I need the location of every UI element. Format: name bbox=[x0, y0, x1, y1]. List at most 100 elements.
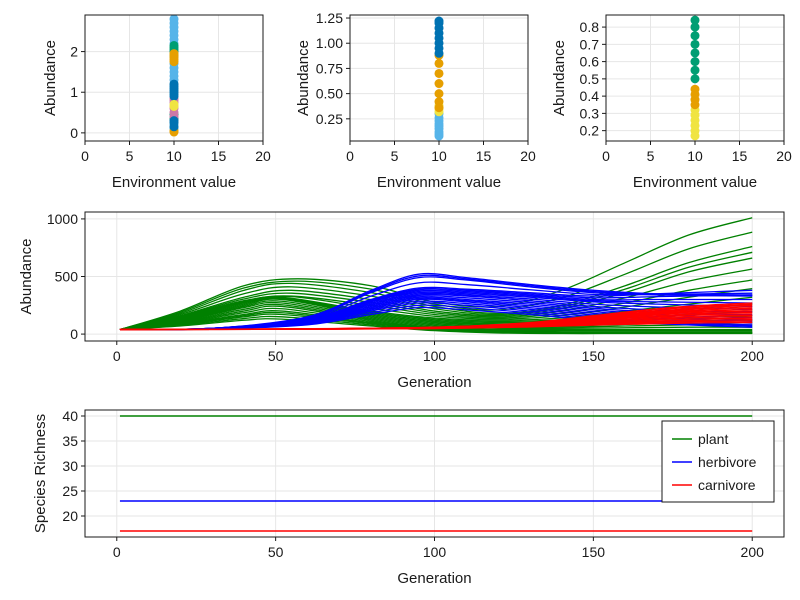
x-tick-label: 20 bbox=[520, 148, 536, 164]
scatter-point bbox=[434, 68, 444, 78]
x-tick-label: 0 bbox=[81, 148, 89, 164]
scatter-point bbox=[434, 79, 444, 89]
legend-label-carnivore: carnivore bbox=[698, 477, 756, 493]
scatter-point bbox=[169, 40, 179, 50]
scatter2-y-axis-label: Abundance bbox=[295, 40, 312, 116]
scatter-point bbox=[690, 48, 700, 58]
y-tick-label: 0.25 bbox=[316, 111, 343, 127]
scatter3-panel: 0 5 10 15 20 0.2 0.30.40.50.6 0.70.8 Environment… bbox=[551, 14, 792, 191]
scatter1-panel: 0 5 10 15 20 0 1 2 Environment value Abundance bbox=[42, 14, 271, 191]
x-tick-label: 15 bbox=[476, 148, 492, 164]
x-tick-label: 0 bbox=[346, 148, 354, 164]
y-tick-label: 0 bbox=[70, 326, 78, 342]
x-tick-label: 100 bbox=[423, 544, 447, 560]
scatter-point bbox=[690, 31, 700, 41]
scatter3-y-axis-label: Abundance bbox=[551, 40, 568, 116]
x-tick-label: 10 bbox=[166, 148, 182, 164]
plant-abundance-line bbox=[119, 268, 753, 331]
scatter2-data bbox=[434, 16, 444, 141]
legend-label-herbivore: herbivore bbox=[698, 454, 757, 470]
plant-abundance-line bbox=[119, 303, 753, 331]
y-tick-label: 1.00 bbox=[316, 35, 343, 51]
richness-y-axis-label: Species Richness bbox=[32, 414, 49, 533]
x-tick-label: 0 bbox=[602, 148, 610, 164]
y-tick-label: 0.75 bbox=[316, 60, 343, 76]
scatter-point bbox=[690, 39, 700, 49]
scatter-point bbox=[434, 16, 444, 26]
scatter-point bbox=[434, 97, 444, 107]
x-tick-label: 200 bbox=[741, 348, 765, 364]
y-tick-label: 0.4 bbox=[580, 88, 600, 104]
plant-abundance-line bbox=[119, 231, 753, 331]
scatter-point bbox=[690, 84, 700, 94]
x-tick-label: 10 bbox=[431, 148, 447, 164]
x-tick-label: 15 bbox=[211, 148, 227, 164]
scatter-point bbox=[169, 79, 179, 89]
x-tick-label: 0 bbox=[113, 348, 121, 364]
scatter-point bbox=[690, 74, 700, 84]
y-tick-label: 1000 bbox=[47, 211, 78, 227]
scatter1-data bbox=[169, 15, 179, 137]
x-tick-label: 150 bbox=[582, 544, 606, 560]
carnivore-abundance-line bbox=[119, 320, 753, 331]
y-tick-label: 0.50 bbox=[316, 86, 343, 102]
y-tick-label: 0.2 bbox=[580, 123, 600, 139]
plant-abundance-line bbox=[119, 315, 753, 334]
y-tick-label: 0.5 bbox=[580, 71, 600, 87]
y-tick-label: 40 bbox=[62, 408, 78, 424]
scatter1-y-axis-label: Abundance bbox=[42, 40, 59, 116]
y-tick-label: 0 bbox=[70, 125, 78, 141]
y-tick-label: 1.25 bbox=[316, 10, 343, 26]
scatter1-x-axis-label: Environment value bbox=[112, 174, 236, 191]
scatter-point bbox=[169, 49, 179, 59]
scatter-point bbox=[169, 99, 179, 109]
legend-label-plant: plant bbox=[698, 431, 728, 447]
x-tick-label: 10 bbox=[687, 148, 703, 164]
plant-abundance-line bbox=[119, 301, 753, 331]
richness-data bbox=[119, 415, 753, 532]
plant-abundance-line bbox=[119, 257, 753, 331]
y-tick-label: 1 bbox=[70, 84, 78, 100]
scatter3-x-axis-label: Environment value bbox=[633, 174, 757, 191]
y-tick-label: 35 bbox=[62, 433, 78, 449]
abundance-data bbox=[119, 217, 753, 335]
x-tick-label: 200 bbox=[741, 544, 765, 560]
y-tick-label: 25 bbox=[62, 483, 78, 499]
x-tick-label: 5 bbox=[126, 148, 134, 164]
scatter-point bbox=[690, 57, 700, 67]
x-tick-label: 50 bbox=[268, 348, 284, 364]
x-tick-label: 20 bbox=[255, 148, 271, 164]
legend: plant herbivore carnivore bbox=[661, 420, 775, 503]
y-tick-label: 20 bbox=[62, 508, 78, 524]
y-tick-label: 0.6 bbox=[580, 54, 600, 70]
scatter-point bbox=[434, 58, 444, 68]
abundance-y-axis-label: Abundance bbox=[18, 239, 35, 315]
scatter-point bbox=[690, 22, 700, 32]
x-tick-label: 5 bbox=[391, 148, 399, 164]
scatter-point bbox=[434, 89, 444, 99]
richness-panel: 0 50 100 150 200 20 25 30 35 40 Generation Species … bbox=[32, 408, 785, 587]
x-tick-label: 50 bbox=[268, 544, 284, 560]
richness-x-axis-label: Generation bbox=[397, 570, 471, 587]
x-tick-label: 150 bbox=[582, 348, 606, 364]
plant-abundance-line bbox=[119, 245, 753, 331]
y-tick-label: 0.8 bbox=[580, 19, 600, 35]
abundance-panel: 0 50 100 150 200 0 500 1000 Generation Abundance bbox=[18, 211, 785, 391]
scatter-point bbox=[690, 65, 700, 75]
abundance-x-axis-label: Generation bbox=[397, 374, 471, 391]
scatter-point bbox=[169, 15, 179, 24]
y-tick-label: 0.3 bbox=[580, 105, 600, 121]
x-tick-label: 100 bbox=[423, 348, 447, 364]
x-tick-label: 0 bbox=[113, 544, 121, 560]
y-tick-label: 0.7 bbox=[580, 36, 600, 52]
plant-abundance-line bbox=[119, 251, 753, 331]
y-tick-label: 30 bbox=[62, 458, 78, 474]
scatter2-panel: 0 5 10 15 20 0.25 0.50 0.75 1.00 1.25 Environment … bbox=[295, 10, 536, 191]
x-tick-label: 20 bbox=[776, 148, 792, 164]
scatter-point bbox=[169, 116, 179, 126]
scatter2-x-axis-label: Environment value bbox=[377, 174, 501, 191]
y-tick-label: 2 bbox=[70, 44, 78, 60]
y-tick-label: 500 bbox=[55, 269, 79, 285]
scatter-point bbox=[690, 15, 700, 25]
